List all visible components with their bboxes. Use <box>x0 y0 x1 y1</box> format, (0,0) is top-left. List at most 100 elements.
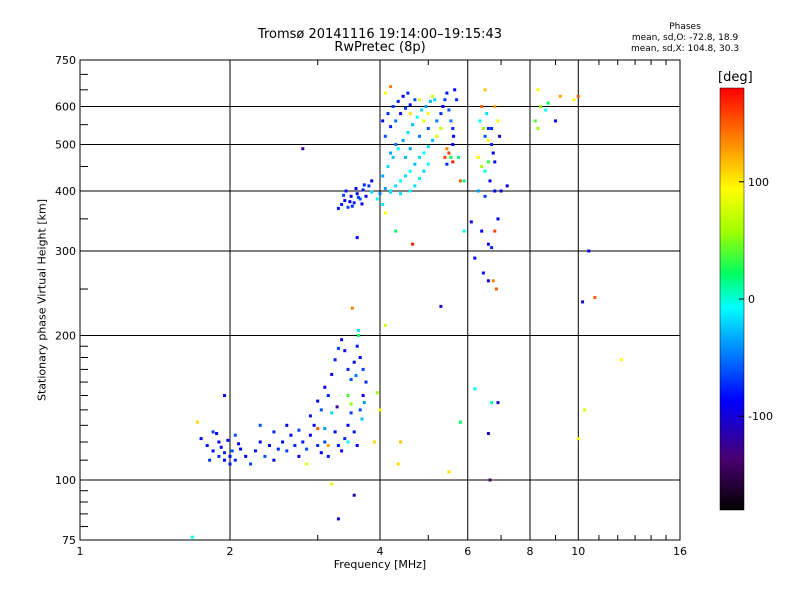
data-point <box>462 179 466 183</box>
data-point <box>396 147 400 151</box>
y-tick-label: 500 <box>55 139 76 152</box>
data-point <box>406 130 410 134</box>
data-point <box>418 98 421 102</box>
data-point <box>445 147 449 151</box>
data-point <box>554 119 557 123</box>
data-point <box>483 169 487 173</box>
data-point <box>346 394 350 397</box>
data-point <box>488 478 492 482</box>
data-point <box>308 433 312 437</box>
data-point <box>249 462 253 466</box>
data-point <box>297 428 301 432</box>
data-point <box>336 444 340 447</box>
data-point <box>587 249 591 253</box>
data-point <box>396 99 400 103</box>
data-point <box>443 155 447 159</box>
data-point <box>469 220 473 224</box>
data-point <box>208 458 212 462</box>
x-mode-phase-stats: mean, sd,X: 104.8, 30.3 <box>630 44 740 54</box>
data-point <box>381 119 385 123</box>
data-point <box>316 427 320 431</box>
data-point <box>360 202 364 206</box>
data-point <box>447 108 451 112</box>
data-point <box>593 296 597 299</box>
data-point <box>244 454 248 458</box>
data-point <box>360 417 364 421</box>
data-point <box>326 394 330 397</box>
data-point <box>394 229 398 233</box>
data-point <box>297 454 301 458</box>
data-point <box>349 402 353 406</box>
data-point <box>215 432 219 435</box>
data-point <box>411 242 415 246</box>
y-axis-label: Stationary phase Virtual Height [km] <box>35 198 49 402</box>
data-point <box>493 189 497 193</box>
data-point <box>435 119 439 123</box>
data-point <box>355 236 359 240</box>
data-point <box>476 155 480 159</box>
data-point <box>361 394 365 397</box>
data-point <box>383 323 387 327</box>
data-point <box>481 127 485 130</box>
data-point <box>536 127 540 130</box>
data-point <box>330 411 334 415</box>
data-point <box>361 188 365 192</box>
data-point <box>346 367 350 371</box>
data-point <box>330 482 334 486</box>
data-point <box>254 449 257 453</box>
data-point <box>426 162 430 166</box>
data-point <box>451 143 455 146</box>
data-point <box>408 169 412 173</box>
data-point <box>263 454 267 458</box>
data-point <box>491 279 495 283</box>
data-point <box>370 190 374 194</box>
data-point <box>485 112 489 116</box>
data-point <box>340 338 344 342</box>
data-point <box>433 98 437 102</box>
data-point <box>358 197 362 201</box>
data-point <box>352 360 356 364</box>
data-point <box>572 98 576 102</box>
data-point <box>383 211 387 215</box>
data-point <box>452 134 456 138</box>
data-point <box>418 134 421 138</box>
data-point <box>362 183 366 187</box>
data-point <box>281 440 285 444</box>
data-point <box>333 358 337 362</box>
data-point <box>576 437 580 441</box>
data-point <box>408 103 412 107</box>
data-point <box>449 155 453 159</box>
colorbar-axis: 100 0 -100 <box>739 176 773 423</box>
data-point <box>493 105 497 108</box>
data-point <box>326 444 330 447</box>
data-point <box>473 387 477 391</box>
data-point <box>305 447 309 451</box>
data-point <box>211 449 215 453</box>
data-point <box>195 420 199 424</box>
data-point <box>389 125 393 129</box>
data-point <box>364 380 368 384</box>
data-point <box>316 444 320 447</box>
data-point <box>422 169 426 173</box>
data-point <box>558 94 562 98</box>
o-mode-phase-stats: mean, sd,O: -72.8, 18.9 <box>631 33 739 43</box>
data-point <box>486 279 490 283</box>
data-point <box>451 160 455 164</box>
data-point <box>493 160 497 164</box>
data-point <box>258 440 262 444</box>
data-point <box>276 447 280 451</box>
data-point <box>401 94 405 98</box>
data-point <box>399 440 403 444</box>
data-point <box>340 203 344 206</box>
data-point <box>439 304 443 308</box>
chart-subtitle: RwPretec (8p) <box>334 40 426 55</box>
data-point <box>431 94 435 98</box>
data-point <box>490 127 494 130</box>
data-point <box>544 108 548 112</box>
data-point <box>355 344 359 348</box>
data-point <box>389 189 393 193</box>
data-point <box>358 408 362 412</box>
data-point <box>404 155 407 159</box>
data-point <box>490 246 494 250</box>
data-point <box>285 423 289 427</box>
